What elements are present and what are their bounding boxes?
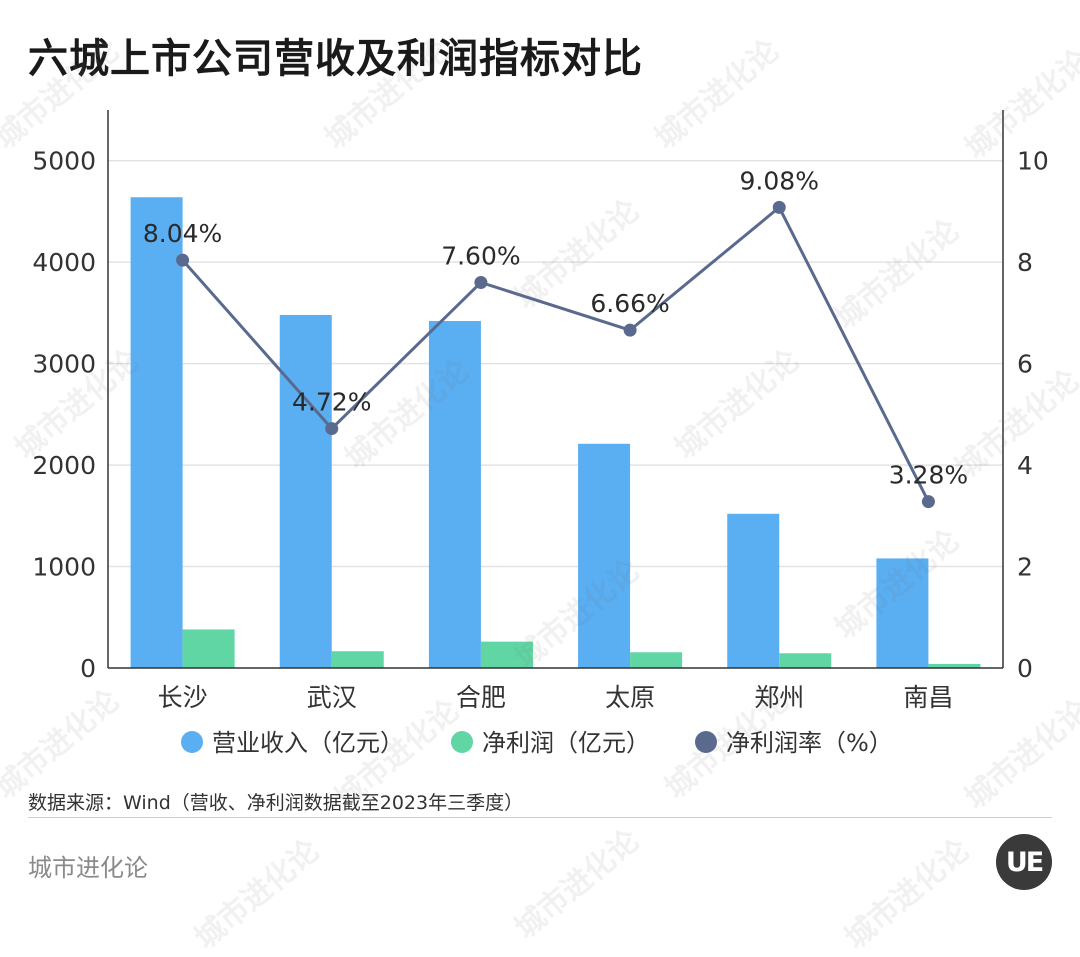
point-margin (474, 275, 488, 289)
x-tick-label: 武汉 (307, 683, 357, 712)
bar-profit (480, 641, 533, 668)
y-left-tick-label: 2000 (32, 451, 96, 480)
data-label-margin: 7.60% (441, 241, 520, 270)
legend-marker (181, 731, 203, 753)
bar-profit (630, 652, 683, 668)
y-right-tick-label: 2 (1017, 553, 1033, 582)
y-left-tick-label: 1000 (32, 553, 96, 582)
watermark-text: 城市进化论 (188, 833, 326, 957)
chart-title: 六城上市公司营收及利润指标对比 (28, 36, 643, 82)
x-tick-label: 太原 (605, 683, 655, 712)
legend-label: 净利润率（%） (726, 729, 893, 757)
series-line-margin (181, 205, 930, 503)
legend-label: 营业收入（亿元） (212, 729, 404, 757)
bar-profit (331, 651, 384, 668)
data-label-margin: 9.08% (740, 166, 819, 195)
y-right-tick-label: 10 (1017, 147, 1049, 176)
point-margin (325, 422, 339, 436)
watermark-text: 城市进化论 (838, 833, 976, 957)
bar-profit (779, 653, 832, 668)
bar-revenue (279, 314, 332, 668)
data-source-note: 数据来源：Wind（营收、净利润数据截至2023年三季度） (28, 792, 524, 814)
legend-label: 净利润（亿元） (482, 729, 650, 757)
point-margin (921, 495, 935, 509)
brand-name: 城市进化论 (28, 854, 148, 882)
brand-logo-icon: UE (996, 834, 1052, 890)
y-left-tick-label: 4000 (32, 248, 96, 277)
y-right-tick-label: 4 (1017, 451, 1033, 480)
x-tick-label: 郑州 (754, 683, 804, 712)
x-tick-label: 合肥 (456, 683, 506, 712)
bar-revenue (578, 443, 631, 668)
data-label-margin: 8.04% (143, 219, 222, 248)
data-label-margin: 3.28% (889, 461, 968, 490)
x-tick-label: 长沙 (158, 683, 208, 712)
bar-revenue (876, 558, 929, 668)
y-right-tick-label: 0 (1017, 654, 1033, 683)
point-margin (772, 200, 786, 214)
legend-marker (695, 731, 717, 753)
y-left-tick-label: 0 (80, 654, 96, 683)
x-tick-label: 南昌 (903, 683, 953, 712)
watermark-text: 城市进化论 (508, 823, 646, 947)
legend-marker (451, 731, 473, 753)
bar-revenue (727, 513, 780, 668)
y-left-tick-label: 3000 (32, 350, 96, 379)
bar-revenue (428, 321, 481, 668)
y-left-tick-label: 5000 (32, 147, 96, 176)
data-label-margin: 6.66% (590, 289, 669, 318)
bar-profit (182, 629, 235, 668)
data-label-margin: 4.72% (292, 388, 371, 417)
bar-profit (928, 663, 981, 668)
y-right-tick-label: 8 (1017, 248, 1033, 277)
footer-divider (28, 817, 1052, 818)
point-margin (176, 253, 190, 267)
y-right-tick-label: 6 (1017, 350, 1033, 379)
point-margin (623, 323, 637, 337)
chart-svg: 0 1000 2000 3000 4000 5000 0 2 4 6 8 10 长沙 武汉 合肥 太原 郑州 南昌… (32, 110, 1049, 757)
bar-revenue (130, 197, 183, 668)
